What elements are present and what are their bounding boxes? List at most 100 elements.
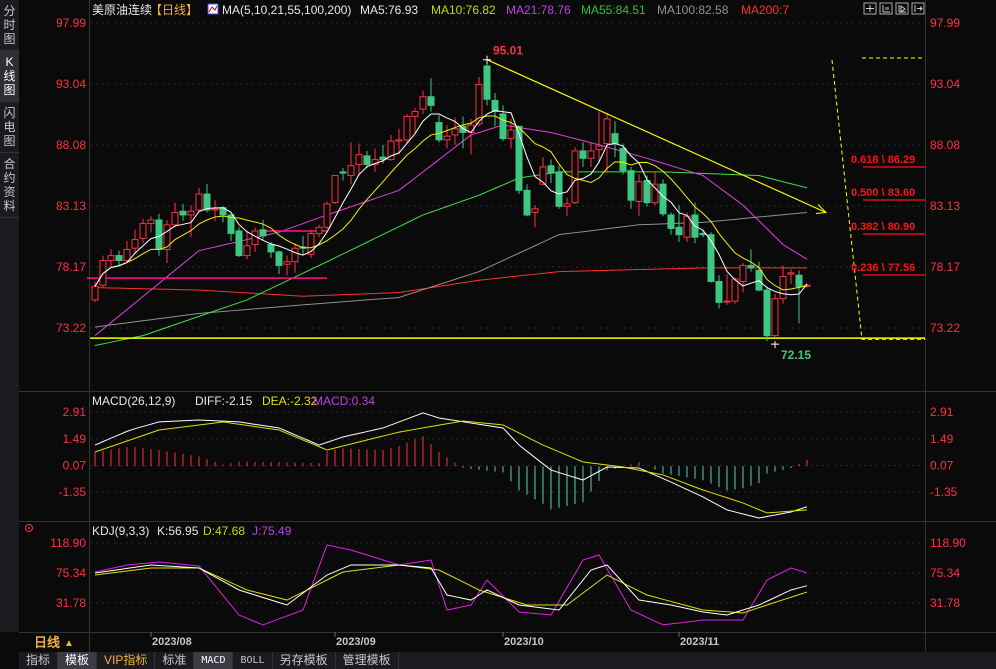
candle-body	[723, 300, 731, 303]
candle	[339, 168, 347, 181]
kdj-axis-label-left: 31.78	[56, 596, 86, 610]
high-marker-icon	[483, 55, 491, 64]
move-right-icon[interactable]	[911, 2, 925, 15]
candle	[499, 105, 507, 142]
candle	[355, 143, 363, 176]
candle-body	[643, 179, 651, 204]
candle-body	[635, 181, 643, 202]
candle	[451, 117, 459, 145]
tab-1[interactable]: 模板	[58, 652, 98, 669]
candle	[627, 166, 635, 209]
candle	[563, 197, 571, 217]
candle-body	[483, 65, 491, 100]
ma-params: MA(5,10,21,55,100,200)	[222, 3, 351, 17]
candle	[299, 235, 307, 255]
candle-body	[707, 234, 715, 282]
candle	[555, 165, 563, 209]
candle-body	[715, 280, 723, 303]
tab-5[interactable]: BOLL	[233, 652, 273, 669]
candle-body	[395, 139, 403, 142]
candle	[411, 107, 419, 134]
sidebar-item-3[interactable]: 合 约 资 料	[0, 153, 19, 218]
candle-body	[115, 255, 123, 262]
candle-body	[555, 171, 563, 207]
candle-body	[387, 140, 395, 161]
candle	[331, 175, 339, 204]
tab-4[interactable]: MACD	[194, 652, 234, 669]
price-label-left: 93.04	[56, 77, 86, 91]
fib-frame-dashed[interactable]	[831, 59, 925, 340]
candle-body	[307, 232, 315, 255]
candle-body	[539, 166, 547, 185]
candle-body	[795, 274, 803, 287]
candle	[723, 274, 731, 305]
candle-body	[747, 264, 755, 269]
crosshair-icon[interactable]	[863, 2, 877, 15]
macd-axis-label-right: 2.91	[930, 405, 954, 419]
tab-3[interactable]: 标准	[155, 652, 195, 669]
ma100-value: MA100:82.58	[657, 3, 729, 17]
sidebar-item-1[interactable]: K 线 图	[0, 51, 19, 102]
candle	[515, 125, 523, 195]
candle-body	[323, 203, 331, 228]
period-selector[interactable]: 日线	[34, 635, 60, 650]
candle	[787, 269, 795, 284]
candle-body	[451, 128, 459, 136]
candle	[523, 184, 531, 217]
candle	[579, 142, 587, 167]
indicator-settings-icon[interactable]	[25, 524, 33, 532]
candle	[227, 213, 235, 241]
kdj-k-value: K:56.95	[157, 524, 199, 538]
candle-body	[195, 193, 203, 211]
tab-7[interactable]: 管理模板	[336, 652, 399, 669]
candle	[651, 171, 659, 206]
candle-body	[587, 150, 595, 159]
downtrend-line[interactable]	[486, 59, 827, 214]
candle-body	[203, 193, 211, 211]
price-label-left: 83.13	[56, 199, 86, 213]
candle-body	[667, 214, 675, 230]
candle	[179, 203, 187, 222]
candle-body	[235, 230, 243, 257]
candle-body	[227, 214, 235, 234]
candle-body	[531, 208, 539, 213]
candle-body	[507, 129, 515, 140]
candle	[259, 219, 267, 240]
macd-diff-line	[94, 412, 808, 519]
candle-body	[163, 224, 171, 250]
sidebar-item-2[interactable]: 闪 电 图	[0, 102, 19, 153]
candle-body	[619, 147, 627, 172]
candle-body	[611, 133, 619, 145]
candle-body	[339, 171, 347, 174]
tab-6[interactable]: 另存模板	[273, 652, 336, 669]
candle-body	[123, 248, 131, 262]
macd-axis-label-right: 0.07	[930, 459, 954, 473]
macd-dea-line	[94, 420, 808, 514]
zoom-in-icon[interactable]	[879, 2, 893, 15]
kdj-axis-label-right: 31.78	[930, 596, 960, 610]
candle-body	[651, 183, 659, 204]
candle-body	[243, 245, 251, 257]
candle	[435, 115, 443, 143]
candle	[707, 232, 715, 283]
candle	[171, 202, 179, 228]
candle-body	[579, 150, 587, 159]
candle-body	[187, 210, 195, 216]
price-label-right: 78.17	[930, 260, 960, 274]
candle	[347, 142, 355, 185]
sidebar-item-0[interactable]: 分 时 图	[0, 0, 19, 51]
candle	[739, 262, 747, 293]
macd-axis-label-left: 2.91	[63, 405, 87, 419]
tab-2[interactable]: VIP指标	[97, 652, 156, 669]
play-icon[interactable]	[895, 2, 909, 15]
candle	[315, 224, 323, 238]
kdj-j-value: J:75.49	[252, 524, 292, 538]
price-label-right: 73.22	[930, 321, 960, 335]
candle-body	[259, 229, 267, 237]
candle	[547, 159, 555, 183]
low-marker-icon	[771, 341, 779, 349]
tab-0[interactable]: 指标	[19, 652, 59, 669]
macd-axis-label-left: -1.35	[59, 485, 87, 499]
